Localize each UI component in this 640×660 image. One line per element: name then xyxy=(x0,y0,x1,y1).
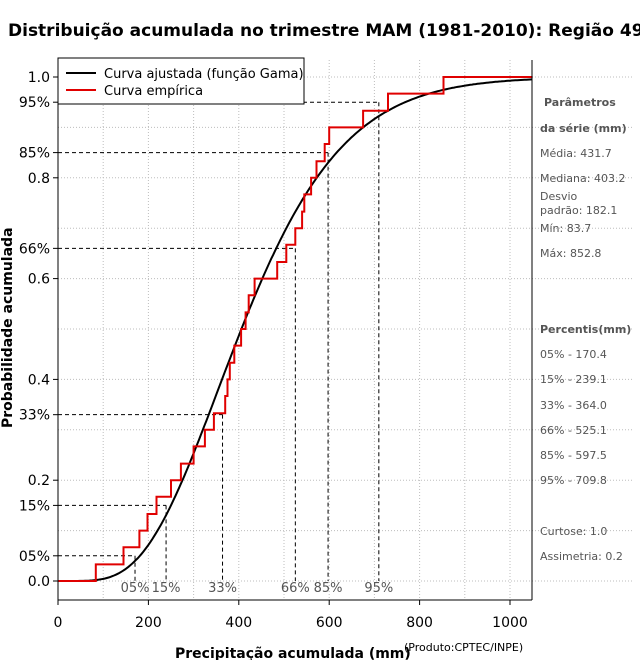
series-layer xyxy=(58,76,533,582)
param-assimetria: Assimetria: 0.2 xyxy=(540,550,623,563)
x-tick-label: 800 xyxy=(406,615,433,631)
percentil-15: 15% - 239.1 xyxy=(540,373,607,386)
percentile-labels: 05% 15% 33% 66% 85% 95% xyxy=(121,581,394,596)
y-tick-label: 0.6 xyxy=(28,272,50,288)
percentil-95: 95% - 709.8 xyxy=(540,474,607,487)
percentil-85: 85% - 597.5 xyxy=(540,449,607,462)
percentile-label: 33% xyxy=(208,581,237,596)
param-mediana: Mediana: 403.2 xyxy=(540,172,625,185)
y-tick-label: 15% xyxy=(19,498,50,514)
legend-label-fitted: Curva ajustada (função Gama) xyxy=(104,67,304,82)
x-tick-label: 1000 xyxy=(492,615,528,631)
percentile-label: 66% xyxy=(281,581,310,596)
side-panel: Parâmetros da série (mm) Média: 431.7 Me… xyxy=(540,96,631,563)
product-credit: (Produto:CPTEC/INPE) xyxy=(404,641,523,654)
legend: Curva ajustada (função Gama) Curva empír… xyxy=(57,57,305,105)
y-tick-label: 0.0 xyxy=(28,574,50,590)
grid-lines xyxy=(57,60,632,600)
y-tick-label: 33% xyxy=(19,408,50,424)
params-title-line2: da série (mm) xyxy=(540,122,627,135)
empirical-step-curve xyxy=(58,76,533,582)
y-tick-label: 0.8 xyxy=(28,171,50,187)
percentile-reference-lines xyxy=(58,101,380,581)
x-axis-label: Precipitação acumulada (mm) xyxy=(175,646,411,660)
percentil-05: 05% - 170.4 xyxy=(540,348,607,361)
x-tick-label: 600 xyxy=(316,615,343,631)
x-tick-label: 0 xyxy=(54,615,63,631)
percentil-33: 33% - 364.0 xyxy=(540,399,607,412)
legend-label-empirical: Curva empírica xyxy=(104,84,203,99)
y-tick-label: 85% xyxy=(19,146,50,162)
y-axis-label: Probabilidade acumulada xyxy=(0,227,16,428)
y-tick-label: 95% xyxy=(19,95,50,111)
y-tick-label: 0.2 xyxy=(28,473,50,489)
percentile-label: 85% xyxy=(314,581,343,596)
percentile-label: 95% xyxy=(364,581,393,596)
percentile-label: 05% xyxy=(121,581,150,596)
percentis-title: Percentis(mm) xyxy=(540,323,631,336)
percentile-label: 15% xyxy=(152,581,181,596)
param-desvio-line2: padrão: 182.1 xyxy=(540,204,617,217)
param-curtose: Curtose: 1.0 xyxy=(540,525,607,538)
param-desvio-line1: Desvio xyxy=(540,190,578,203)
param-max: Máx: 852.8 xyxy=(540,247,601,260)
y-tick-label: 0.4 xyxy=(28,372,50,388)
fitted-gamma-curve xyxy=(58,78,532,582)
x-tick-label: 200 xyxy=(135,615,162,631)
param-min: Mín: 83.7 xyxy=(540,222,591,235)
axes: 0 200 400 600 800 10000.005%15%0.233%0.40.666… xyxy=(19,60,533,631)
y-tick-label: 05% xyxy=(19,549,50,565)
legend-box xyxy=(57,57,305,105)
param-media: Média: 431.7 xyxy=(540,147,612,160)
percentil-66: 66% - 525.1 xyxy=(540,424,607,437)
y-tick-label: 66% xyxy=(19,241,50,257)
params-title-line1: Parâmetros xyxy=(544,96,616,109)
x-tick-label: 400 xyxy=(225,615,252,631)
y-tick-label: 1.0 xyxy=(28,70,50,86)
chart-title: Distribuição acumulada no trimestre MAM … xyxy=(8,21,640,41)
